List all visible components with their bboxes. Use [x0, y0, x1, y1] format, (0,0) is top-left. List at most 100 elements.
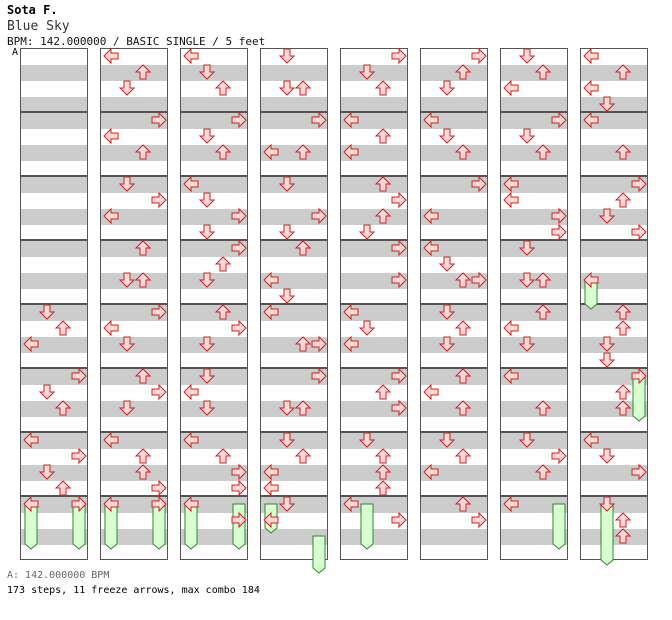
right-arrow-icon: [311, 207, 327, 225]
down-arrow-icon: [278, 176, 296, 192]
left-arrow-icon: [183, 47, 199, 65]
left-arrow-icon: [263, 463, 279, 481]
down-arrow-icon: [118, 80, 136, 96]
up-arrow-icon: [214, 304, 232, 320]
right-arrow-icon: [71, 495, 87, 513]
down-arrow-icon: [278, 496, 296, 512]
up-arrow-icon: [534, 144, 552, 160]
right-arrow-icon: [631, 463, 647, 481]
measure-box: [260, 176, 328, 240]
right-arrow-icon: [391, 367, 407, 385]
bpm-change-marker: A: [12, 47, 19, 58]
down-arrow-icon: [38, 464, 56, 480]
up-arrow-icon: [294, 144, 312, 160]
up-arrow-icon: [614, 528, 632, 544]
measure-box: [20, 112, 88, 176]
measure-box: [20, 176, 88, 240]
right-arrow-icon: [471, 271, 487, 289]
up-arrow-icon: [374, 208, 392, 224]
chart-column: [260, 48, 328, 574]
left-arrow-icon: [503, 495, 519, 513]
measure-box: [420, 304, 488, 368]
down-arrow-icon: [198, 368, 216, 384]
chart-column: [420, 47, 488, 560]
up-arrow-icon: [614, 400, 632, 416]
right-arrow-icon: [231, 207, 247, 225]
down-arrow-icon: [278, 224, 296, 240]
right-arrow-icon: [151, 303, 167, 321]
song-title: Blue Sky: [7, 19, 70, 34]
down-arrow-icon: [198, 224, 216, 240]
down-arrow-icon: [598, 208, 616, 224]
up-arrow-icon: [534, 464, 552, 480]
freeze-arrow-body: [552, 503, 566, 550]
left-arrow-icon: [423, 239, 439, 257]
left-arrow-icon: [503, 367, 519, 385]
left-arrow-icon: [343, 335, 359, 353]
up-arrow-icon: [54, 320, 72, 336]
down-arrow-icon: [198, 192, 216, 208]
right-arrow-icon: [231, 319, 247, 337]
down-arrow-icon: [598, 352, 616, 368]
left-arrow-icon: [343, 495, 359, 513]
right-arrow-icon: [471, 47, 487, 65]
up-arrow-icon: [614, 64, 632, 80]
chart-column: [100, 47, 168, 560]
left-arrow-icon: [23, 335, 39, 353]
down-arrow-icon: [198, 336, 216, 352]
down-arrow-icon: [198, 400, 216, 416]
chart-column: [20, 48, 88, 560]
right-arrow-icon: [391, 47, 407, 65]
up-arrow-icon: [454, 496, 472, 512]
up-arrow-icon: [54, 480, 72, 496]
up-arrow-icon: [214, 144, 232, 160]
up-arrow-icon: [454, 144, 472, 160]
left-arrow-icon: [343, 143, 359, 161]
up-arrow-icon: [374, 448, 392, 464]
up-arrow-icon: [294, 448, 312, 464]
left-arrow-icon: [103, 319, 119, 337]
right-arrow-icon: [471, 175, 487, 193]
notes-layer: [183, 47, 247, 550]
left-arrow-icon: [183, 495, 199, 513]
up-arrow-icon: [374, 176, 392, 192]
down-arrow-icon: [438, 432, 456, 448]
right-arrow-icon: [471, 511, 487, 529]
notes-layer: [263, 48, 327, 574]
right-arrow-icon: [631, 367, 647, 385]
right-arrow-icon: [631, 223, 647, 241]
left-arrow-icon: [503, 191, 519, 209]
chart-footer: A: 142.000000 BPM 173 steps, 11 freeze a…: [7, 568, 260, 598]
up-arrow-icon: [134, 368, 152, 384]
down-arrow-icon: [118, 400, 136, 416]
measure-box: [260, 368, 328, 432]
up-arrow-icon: [214, 256, 232, 272]
left-arrow-icon: [263, 303, 279, 321]
up-arrow-icon: [374, 464, 392, 480]
left-arrow-icon: [583, 271, 599, 289]
right-arrow-icon: [151, 191, 167, 209]
up-arrow-icon: [454, 400, 472, 416]
left-arrow-icon: [103, 47, 119, 65]
left-arrow-icon: [423, 207, 439, 225]
measure-box: [260, 48, 328, 112]
up-arrow-icon: [534, 64, 552, 80]
right-arrow-icon: [311, 111, 327, 129]
right-arrow-icon: [391, 511, 407, 529]
right-arrow-icon: [311, 367, 327, 385]
right-arrow-icon: [551, 207, 567, 225]
right-arrow-icon: [71, 367, 87, 385]
chart-column: [500, 48, 568, 560]
left-arrow-icon: [183, 383, 199, 401]
up-arrow-icon: [614, 304, 632, 320]
up-arrow-icon: [134, 64, 152, 80]
left-arrow-icon: [263, 511, 279, 529]
down-arrow-icon: [38, 384, 56, 400]
down-arrow-icon: [598, 96, 616, 112]
notes-layer: [343, 47, 407, 550]
down-arrow-icon: [438, 256, 456, 272]
up-arrow-icon: [454, 368, 472, 384]
notes-layer: [423, 47, 487, 529]
left-arrow-icon: [343, 111, 359, 129]
up-arrow-icon: [134, 464, 152, 480]
